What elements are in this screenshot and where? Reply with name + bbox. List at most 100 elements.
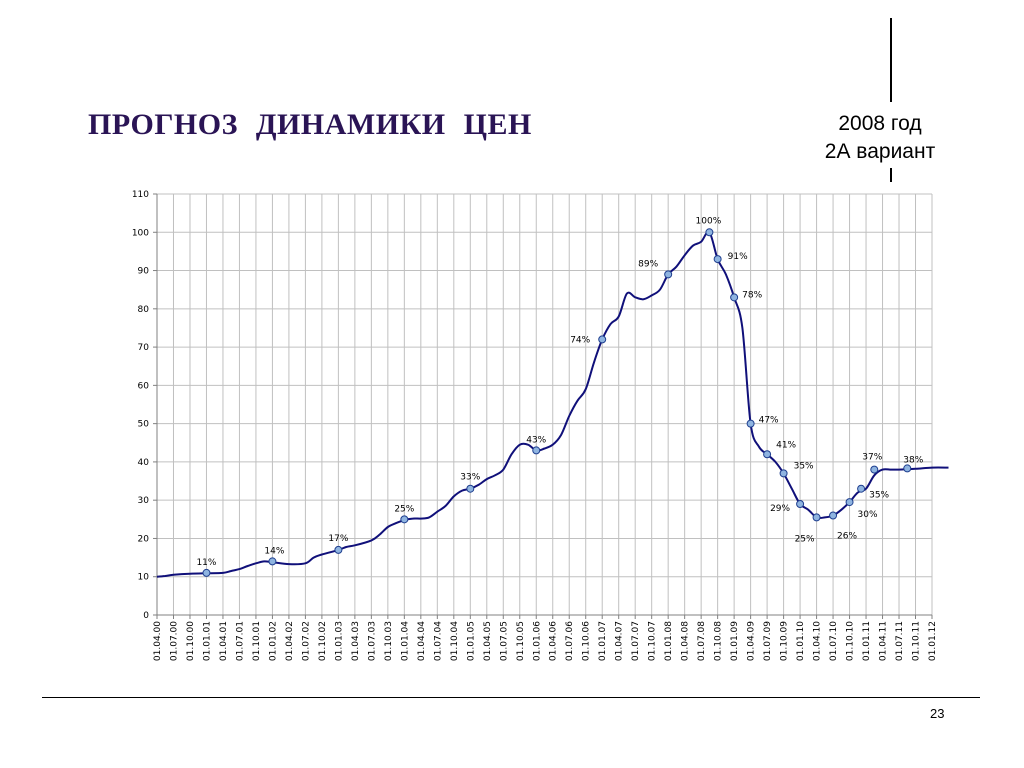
data-point-label: 17% xyxy=(328,534,348,544)
data-point-marker xyxy=(598,335,607,344)
chart-grid xyxy=(156,193,933,615)
data-point-marker xyxy=(829,511,838,520)
data-point-marker xyxy=(870,465,879,474)
x-tick-label: 01.01.08 xyxy=(664,621,674,661)
x-tick-label: 01.01.02 xyxy=(268,621,278,661)
x-tick-label: 01.07.00 xyxy=(169,621,179,661)
x-tick-label: 01.01.09 xyxy=(730,621,740,661)
x-tick-label: 01.07.09 xyxy=(763,621,773,661)
data-point-label: 35% xyxy=(869,491,889,501)
data-point-label: 74% xyxy=(570,335,590,345)
data-point-label: 29% xyxy=(770,504,790,514)
y-tick-label: 0 xyxy=(143,611,149,621)
x-tick-label: 01.04.11 xyxy=(879,621,889,661)
data-point-marker xyxy=(845,498,854,507)
chart-series xyxy=(156,230,949,578)
x-tick-label: 01.07.05 xyxy=(499,621,509,661)
x-tick-label: 01.01.07 xyxy=(598,621,608,661)
x-tick-label: 01.01.11 xyxy=(862,621,872,661)
x-tick-label: 01.10.05 xyxy=(516,621,526,661)
x-tick-label: 01.01.06 xyxy=(532,621,542,661)
subtitle-variant: 2А вариант xyxy=(824,140,936,163)
x-tick-label: 01.01.12 xyxy=(928,621,938,661)
x-tick-label: 01.04.08 xyxy=(681,621,691,661)
y-tick-label: 60 xyxy=(138,381,150,391)
slide-subtitle: 2008 год 2А вариант xyxy=(800,110,960,166)
x-axis-ticks: 01.04.00 01.07.00 01.10.00 01.01.01 01.04.01… xyxy=(153,621,938,661)
x-tick-label: 01.10.06 xyxy=(582,621,592,661)
x-tick-label: 01.10.07 xyxy=(648,621,658,661)
data-point-marker xyxy=(466,484,475,493)
divider-vertical-bottom xyxy=(890,168,892,182)
data-point-label: 25% xyxy=(795,534,815,544)
x-tick-label: 01.10.03 xyxy=(384,621,394,661)
data-point-marker xyxy=(812,513,821,522)
x-tick-label: 01.04.00 xyxy=(153,621,163,661)
y-tick-label: 90 xyxy=(138,267,150,277)
chart-data-labels: 11% 14% 17% 25% 33% 43% 74% 89% 100% 91% 78% 47% 41%… xyxy=(196,216,923,568)
subtitle-year: 2008 год xyxy=(838,112,922,135)
x-tick-label: 01.04.07 xyxy=(615,621,625,661)
data-point-marker xyxy=(268,557,277,566)
y-tick-label: 10 xyxy=(138,573,150,583)
data-point-marker xyxy=(857,484,866,493)
data-point-marker xyxy=(713,255,722,264)
x-tick-label: 01.04.10 xyxy=(813,621,823,661)
x-tick-label: 01.04.03 xyxy=(351,621,361,661)
data-point-label: 33% xyxy=(460,473,480,483)
data-point-label: 14% xyxy=(264,546,284,556)
data-point-marker xyxy=(730,293,739,302)
y-tick-label: 80 xyxy=(138,305,150,315)
x-tick-label: 01.04.06 xyxy=(549,621,559,661)
y-tick-label: 50 xyxy=(138,420,150,430)
y-tick-label: 30 xyxy=(138,496,150,506)
x-tick-label: 01.07.10 xyxy=(829,621,839,661)
data-point-label: 26% xyxy=(837,531,857,541)
data-point-label: 41% xyxy=(776,440,796,450)
x-tick-label: 01.07.08 xyxy=(697,621,707,661)
x-tick-label: 01.01.05 xyxy=(466,621,476,661)
slide-title: ПРОГНОЗ ДИНАМИКИ ЦЕН xyxy=(88,108,532,141)
data-point-label: 100% xyxy=(696,216,722,226)
chart-axes xyxy=(153,193,933,619)
x-tick-label: 01.10.02 xyxy=(318,621,328,661)
x-tick-label: 01.10.01 xyxy=(252,621,262,661)
data-point-label: 91% xyxy=(728,252,748,262)
x-tick-label: 01.07.07 xyxy=(631,621,641,661)
data-point-label: 35% xyxy=(794,461,814,471)
y-tick-label: 70 xyxy=(138,343,150,353)
x-tick-label: 01.10.09 xyxy=(780,621,790,661)
x-tick-label: 01.04.05 xyxy=(483,621,493,661)
price-series-line xyxy=(156,230,949,578)
data-point-label: 11% xyxy=(196,558,216,568)
data-point-marker xyxy=(779,469,788,478)
page-number: 23 xyxy=(930,706,945,721)
price-forecast-chart: 0 10 20 30 40 50 60 70 80 90 100 110 01.04.00 01.07.… xyxy=(132,190,949,661)
data-point-marker xyxy=(763,450,772,459)
data-point-marker xyxy=(903,464,912,473)
x-tick-label: 01.07.11 xyxy=(895,621,905,661)
data-point-marker xyxy=(705,228,714,237)
y-tick-label: 40 xyxy=(138,458,150,468)
data-point-marker xyxy=(202,568,211,577)
y-tick-label: 110 xyxy=(132,190,149,200)
data-point-marker xyxy=(664,270,673,279)
data-point-marker xyxy=(400,515,409,524)
x-tick-label: 01.07.02 xyxy=(301,621,311,661)
x-tick-label: 01.01.03 xyxy=(334,621,344,661)
chart-markers xyxy=(202,228,912,577)
x-tick-label: 01.10.10 xyxy=(846,621,856,661)
x-tick-label: 01.07.06 xyxy=(565,621,575,661)
x-tick-label: 01.07.01 xyxy=(235,621,245,661)
x-tick-label: 01.10.08 xyxy=(714,621,724,661)
x-tick-label: 01.04.04 xyxy=(417,621,427,661)
data-point-label: 47% xyxy=(759,416,779,426)
data-point-label: 38% xyxy=(903,455,923,465)
x-tick-label: 01.10.11 xyxy=(912,621,922,661)
x-tick-label: 01.07.04 xyxy=(433,621,443,661)
x-tick-label: 01.04.01 xyxy=(219,621,229,661)
data-point-marker xyxy=(746,419,755,428)
x-tick-label: 01.10.00 xyxy=(186,621,196,661)
x-tick-label: 01.01.04 xyxy=(400,621,410,661)
data-point-label: 25% xyxy=(394,504,414,514)
